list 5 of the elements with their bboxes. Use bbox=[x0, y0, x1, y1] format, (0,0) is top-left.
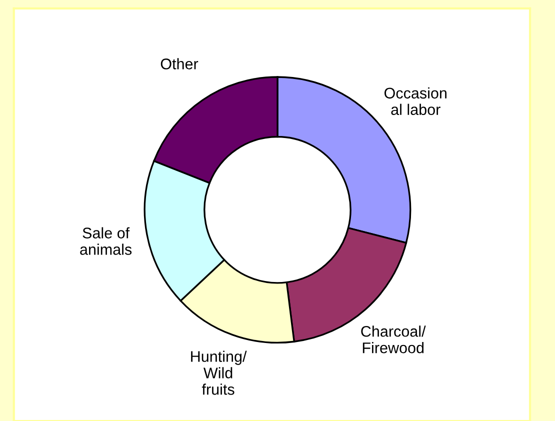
slice-label: Other bbox=[160, 58, 198, 70]
slice-label: Occasion al labor bbox=[384, 87, 446, 116]
slice-label: Sale of animals bbox=[80, 227, 132, 255]
slice-label: Hunting/ Wild fruits bbox=[191, 350, 247, 395]
slice-label: Charcoal/ Firewood bbox=[361, 326, 426, 354]
